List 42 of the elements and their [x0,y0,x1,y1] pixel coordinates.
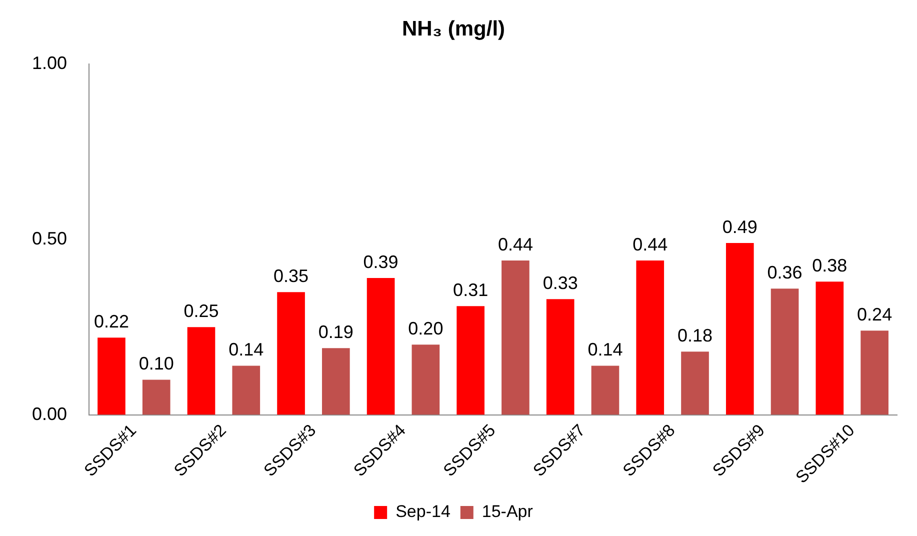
bar [456,306,484,415]
bar [142,380,170,415]
data-label: 0.36 [767,262,802,283]
y-tick-label: 0.50 [32,228,68,248]
bar [681,352,709,415]
data-label: 0.24 [857,304,892,325]
bar [636,260,664,415]
bar [366,278,395,415]
bar [412,344,440,415]
y-tick-label: 1.00 [32,53,68,74]
data-label: 0.25 [184,301,219,322]
data-label: 0.49 [722,216,758,237]
bar [232,366,260,415]
data-label: 0.44 [498,234,533,254]
bar [546,299,574,415]
data-label: 0.44 [632,234,668,254]
data-label: 0.33 [542,273,578,294]
chart-title: NH₃ (mg/l) [402,17,506,40]
data-label: 0.31 [453,280,488,300]
data-label: 0.22 [94,312,129,332]
bar [322,348,350,415]
bar [726,243,754,415]
legend-label: Sep-14 [396,502,450,522]
bar [187,327,216,415]
data-label: 0.20 [408,318,444,339]
data-label: 0.35 [274,266,309,286]
y-tick-label: 0.00 [32,404,68,424]
legend-label: 15-Apr [482,502,534,522]
bar [770,288,799,415]
data-label: 0.39 [363,252,398,272]
data-label: 0.14 [588,340,623,360]
data-label: 0.14 [228,340,264,360]
bar [277,292,305,415]
data-label: 0.19 [318,322,354,342]
bar [98,338,126,415]
data-label: 0.18 [677,326,713,346]
bar [502,260,530,415]
bar [591,366,620,415]
data-label: 0.38 [812,256,848,276]
data-label: 0.10 [138,354,174,374]
bar [860,330,888,415]
bar [816,282,844,415]
